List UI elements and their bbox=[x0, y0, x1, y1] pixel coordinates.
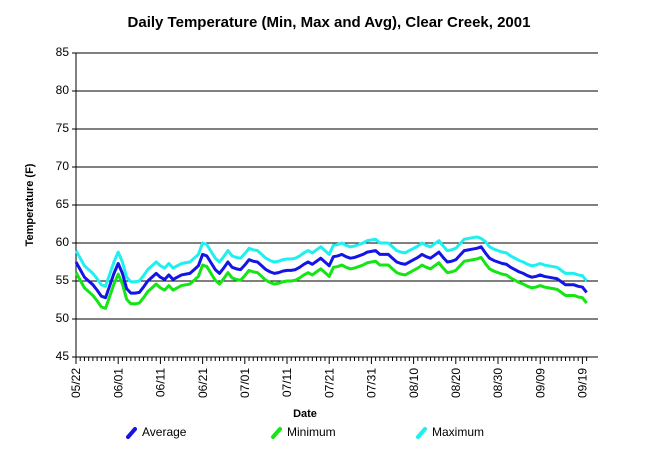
y-tick-label: 65 bbox=[56, 197, 70, 211]
x-tick-label: 07/01 bbox=[238, 368, 252, 398]
y-tick-label: 60 bbox=[56, 235, 70, 249]
legend-swatch bbox=[416, 427, 427, 439]
x-tick-label: 05/22 bbox=[69, 368, 83, 398]
line-series bbox=[74, 245, 588, 300]
x-tick-label: 07/11 bbox=[280, 368, 294, 397]
x-tick-label: 08/20 bbox=[449, 368, 463, 398]
x-tick-label: 08/10 bbox=[407, 368, 421, 398]
x-tick-label: 06/21 bbox=[196, 368, 210, 398]
x-tick-label: 07/21 bbox=[322, 368, 336, 398]
x-tick-label: 06/11 bbox=[154, 368, 168, 397]
y-tick-label: 45 bbox=[56, 349, 70, 363]
y-tick-label: 55 bbox=[56, 273, 70, 287]
x-tick-label: 06/01 bbox=[111, 368, 125, 398]
legend-swatch bbox=[271, 427, 282, 439]
x-tick-label: 07/31 bbox=[365, 368, 379, 398]
y-tick-label: 70 bbox=[56, 159, 70, 173]
line-series bbox=[74, 255, 588, 310]
line-series bbox=[74, 235, 588, 288]
legend-label: Minimum bbox=[287, 425, 336, 439]
y-tick-label: 80 bbox=[56, 83, 70, 97]
legend-label: Average bbox=[142, 425, 187, 439]
x-tick-label: 08/30 bbox=[491, 368, 505, 398]
y-tick-label: 85 bbox=[56, 45, 70, 59]
legend-label: Maximum bbox=[432, 425, 484, 439]
y-tick-label: 50 bbox=[56, 311, 70, 325]
x-tick-label: 09/19 bbox=[576, 368, 590, 398]
chart-title: Daily Temperature (Min, Max and Avg), Cl… bbox=[128, 14, 531, 31]
x-tick-label: 09/09 bbox=[533, 368, 547, 398]
legend-swatch bbox=[126, 427, 137, 439]
x-axis-label: Date bbox=[293, 408, 317, 420]
y-tick-label: 75 bbox=[56, 121, 70, 135]
y-axis-label: Temperature (F) bbox=[24, 163, 36, 246]
